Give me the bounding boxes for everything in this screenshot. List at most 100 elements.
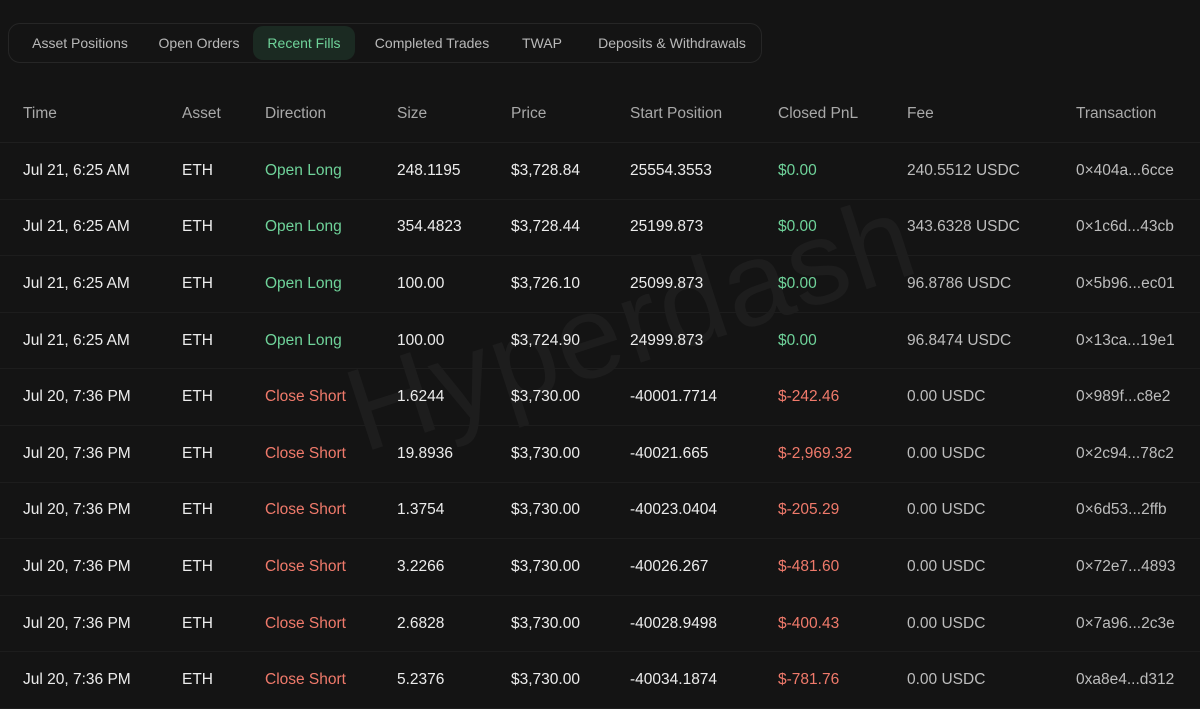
closed-pnl-cell: $-781.76 xyxy=(778,651,907,709)
asset-cell[interactable]: ETH xyxy=(182,312,265,370)
transaction-link[interactable]: 0×5b96...ec01 xyxy=(1076,255,1200,313)
fee-cell: 343.6328 USDC xyxy=(907,199,1076,257)
fills-table: Time Asset Direction Size Price Start Po… xyxy=(0,86,1200,709)
column-header-time[interactable]: Time xyxy=(0,86,182,143)
start-position-cell: 24999.873 xyxy=(630,312,778,370)
direction-cell: Open Long xyxy=(265,199,397,257)
start-position-cell: -40001.7714 xyxy=(630,368,778,426)
tab-deposits-withdrawals[interactable]: Deposits & Withdrawals xyxy=(598,35,746,51)
fee-cell: 96.8786 USDC xyxy=(907,255,1076,313)
asset-cell[interactable]: ETH xyxy=(182,199,265,257)
transaction-link[interactable]: 0×6d53...2ffb xyxy=(1076,482,1200,540)
tab-completed-trades[interactable]: Completed Trades xyxy=(374,35,490,51)
table-row: Jul 21, 6:25 AM ETH Open Long 354.4823 $… xyxy=(0,199,1200,257)
direction-cell: Close Short xyxy=(265,538,397,596)
time-cell: Jul 20, 7:36 PM xyxy=(0,425,182,483)
asset-cell[interactable]: ETH xyxy=(182,482,265,540)
asset-cell[interactable]: ETH xyxy=(182,595,265,653)
price-cell: $3,728.44 xyxy=(511,199,630,257)
fee-cell: 0.00 USDC xyxy=(907,595,1076,653)
fee-cell: 0.00 USDC xyxy=(907,482,1076,540)
column-header-asset[interactable]: Asset xyxy=(182,86,265,143)
asset-cell[interactable]: ETH xyxy=(182,368,265,426)
closed-pnl-cell: $-481.60 xyxy=(778,538,907,596)
direction-cell: Open Long xyxy=(265,312,397,370)
price-cell: $3,726.10 xyxy=(511,255,630,313)
price-cell: $3,730.00 xyxy=(511,538,630,596)
asset-cell[interactable]: ETH xyxy=(182,425,265,483)
transaction-link[interactable]: 0×1c6d...43cb xyxy=(1076,199,1200,257)
tab-open-orders[interactable]: Open Orders xyxy=(158,35,240,51)
start-position-cell: -40026.267 xyxy=(630,538,778,596)
table-row: Jul 21, 6:25 AM ETH Open Long 100.00 $3,… xyxy=(0,312,1200,370)
direction-cell: Close Short xyxy=(265,482,397,540)
column-header-size[interactable]: Size xyxy=(397,86,511,143)
tab-asset-positions[interactable]: Asset Positions xyxy=(32,35,128,51)
tab-twap[interactable]: TWAP xyxy=(522,35,562,51)
size-cell: 2.6828 xyxy=(397,595,511,653)
asset-cell[interactable]: ETH xyxy=(182,142,265,200)
table-row: Jul 20, 7:36 PM ETH Close Short 1.6244 $… xyxy=(0,368,1200,426)
price-cell: $3,730.00 xyxy=(511,482,630,540)
column-header-start-position[interactable]: Start Position xyxy=(630,86,778,143)
tab-recent-fills[interactable]: Recent Fills xyxy=(253,26,355,60)
time-cell: Jul 21, 6:25 AM xyxy=(0,255,182,313)
direction-cell: Close Short xyxy=(265,595,397,653)
transaction-link[interactable]: 0xa8e4...d312 xyxy=(1076,651,1200,709)
asset-cell[interactable]: ETH xyxy=(182,651,265,709)
size-cell: 248.1195 xyxy=(397,142,511,200)
start-position-cell: -40023.0404 xyxy=(630,482,778,540)
transaction-link[interactable]: 0×404a...6cce xyxy=(1076,142,1200,200)
table-row: Jul 20, 7:36 PM ETH Close Short 3.2266 $… xyxy=(0,538,1200,596)
direction-cell: Close Short xyxy=(265,425,397,483)
direction-cell: Close Short xyxy=(265,651,397,709)
asset-cell[interactable]: ETH xyxy=(182,538,265,596)
start-position-cell: 25099.873 xyxy=(630,255,778,313)
table-row: Jul 20, 7:36 PM ETH Close Short 5.2376 $… xyxy=(0,651,1200,709)
price-cell: $3,730.00 xyxy=(511,651,630,709)
closed-pnl-cell: $-2,969.32 xyxy=(778,425,907,483)
table-row: Jul 20, 7:36 PM ETH Close Short 2.6828 $… xyxy=(0,595,1200,653)
transaction-link[interactable]: 0×989f...c8e2 xyxy=(1076,368,1200,426)
fee-cell: 0.00 USDC xyxy=(907,425,1076,483)
table-row: Jul 21, 6:25 AM ETH Open Long 248.1195 $… xyxy=(0,142,1200,200)
closed-pnl-cell: $0.00 xyxy=(778,142,907,200)
fee-cell: 0.00 USDC xyxy=(907,368,1076,426)
size-cell: 19.8936 xyxy=(397,425,511,483)
column-header-transaction[interactable]: Transaction xyxy=(1076,86,1200,143)
closed-pnl-cell: $-205.29 xyxy=(778,482,907,540)
transaction-link[interactable]: 0×7a96...2c3e xyxy=(1076,595,1200,653)
tab-bar: Asset Positions Open Orders Recent Fills… xyxy=(8,23,762,63)
column-header-fee[interactable]: Fee xyxy=(907,86,1076,143)
direction-cell: Close Short xyxy=(265,368,397,426)
table-row: Jul 21, 6:25 AM ETH Open Long 100.00 $3,… xyxy=(0,255,1200,313)
table-header-row: Time Asset Direction Size Price Start Po… xyxy=(0,86,1200,143)
closed-pnl-cell: $0.00 xyxy=(778,255,907,313)
direction-cell: Open Long xyxy=(265,255,397,313)
asset-cell[interactable]: ETH xyxy=(182,255,265,313)
column-header-direction[interactable]: Direction xyxy=(265,86,397,143)
time-cell: Jul 21, 6:25 AM xyxy=(0,199,182,257)
column-header-closed-pnl[interactable]: Closed PnL xyxy=(778,86,907,143)
closed-pnl-cell: $-242.46 xyxy=(778,368,907,426)
size-cell: 1.3754 xyxy=(397,482,511,540)
start-position-cell: -40028.9498 xyxy=(630,595,778,653)
transaction-link[interactable]: 0×2c94...78c2 xyxy=(1076,425,1200,483)
price-cell: $3,728.84 xyxy=(511,142,630,200)
column-header-price[interactable]: Price xyxy=(511,86,630,143)
transaction-link[interactable]: 0×72e7...4893 xyxy=(1076,538,1200,596)
start-position-cell: 25554.3553 xyxy=(630,142,778,200)
size-cell: 5.2376 xyxy=(397,651,511,709)
fee-cell: 96.8474 USDC xyxy=(907,312,1076,370)
table-row: Jul 20, 7:36 PM ETH Close Short 1.3754 $… xyxy=(0,482,1200,540)
closed-pnl-cell: $0.00 xyxy=(778,199,907,257)
price-cell: $3,724.90 xyxy=(511,312,630,370)
size-cell: 100.00 xyxy=(397,255,511,313)
direction-cell: Open Long xyxy=(265,142,397,200)
size-cell: 354.4823 xyxy=(397,199,511,257)
price-cell: $3,730.00 xyxy=(511,595,630,653)
price-cell: $3,730.00 xyxy=(511,425,630,483)
transaction-link[interactable]: 0×13ca...19e1 xyxy=(1076,312,1200,370)
fee-cell: 0.00 USDC xyxy=(907,651,1076,709)
closed-pnl-cell: $0.00 xyxy=(778,312,907,370)
